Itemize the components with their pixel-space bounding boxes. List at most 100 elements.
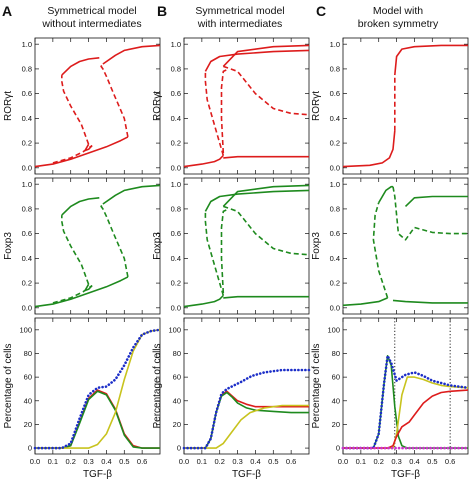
series-line-blue-dotted xyxy=(33,328,162,450)
series-line-red-solid xyxy=(34,136,129,168)
series-line-red-solid xyxy=(343,389,469,449)
y-tick-label: 0.4 xyxy=(330,114,340,123)
column-title-b-line1: Symmetrical model xyxy=(195,5,284,17)
column-title-c-line2: broken symmetry xyxy=(358,18,439,30)
series-line-green-solid xyxy=(204,189,310,212)
x-tick-label: 0.2 xyxy=(65,457,75,466)
y-axis-label: Percentage of cells xyxy=(152,343,163,428)
y-tick-label: 0.4 xyxy=(171,254,181,263)
panel-a-top: 0.0 0.2 0.4 0.6 0.8 1.0 xyxy=(22,37,161,175)
x-tick-label: 0.5 xyxy=(427,457,437,466)
y-tick-label: 0.0 xyxy=(171,163,181,172)
y-tick-label: 0.0 xyxy=(330,303,340,312)
y-tick-label: 0.0 xyxy=(330,163,340,172)
y-tick-label: 0.8 xyxy=(22,205,32,214)
y-axis-label: RORγt xyxy=(152,91,163,121)
x-axis-label: TGF-β xyxy=(232,469,261,480)
y-tick-label: 0.2 xyxy=(171,139,181,148)
y-axis-label: Foxp3 xyxy=(3,232,14,260)
y-tick-label: 1.0 xyxy=(22,180,32,189)
y-axis-label: Foxp3 xyxy=(311,232,322,260)
series-line-red-solid xyxy=(223,155,309,159)
series-line-red-solid xyxy=(204,49,310,72)
panel-b-top: 0.0 0.2 0.4 0.6 0.8 1.0 xyxy=(171,37,310,175)
y-tick-label: 0.4 xyxy=(22,254,32,263)
y-tick-label: 0.8 xyxy=(330,205,340,214)
y-tick-label: 0.2 xyxy=(330,279,340,288)
x-tick-label: 0.3 xyxy=(232,457,242,466)
panel-b-bot: 0 20 40 60 80 100 0.0 0.1 0.2 0.3 0.4 0.5 0.6 TGF-β xyxy=(168,317,311,480)
series-line-green-dashed xyxy=(61,215,90,285)
x-tick-label: 0.4 xyxy=(101,457,111,466)
series-line-green-solid xyxy=(404,195,468,207)
y-tick-label: 100 xyxy=(327,325,340,334)
y-tick-label: 80 xyxy=(173,349,181,358)
x-tick-label: 0.6 xyxy=(137,457,147,466)
y-tick-label: 0.2 xyxy=(22,279,32,288)
y-axis-label: Percentage of cells xyxy=(3,343,14,428)
y-tick-label: 0.2 xyxy=(330,139,340,148)
y-tick-label: 100 xyxy=(168,325,181,334)
y-axis-label: RORγt xyxy=(3,91,14,121)
series-line-red-dashed xyxy=(61,75,90,145)
panel-a-mid: 0.0 0.2 0.4 0.6 0.8 1.0 xyxy=(22,177,161,315)
series-line-red-dashed xyxy=(223,65,310,116)
plot-frame xyxy=(342,177,469,315)
y-tick-label: 1.0 xyxy=(171,180,181,189)
y-tick-label: 40 xyxy=(24,396,32,405)
y-tick-label: 0.8 xyxy=(171,65,181,74)
y-axis-label: Foxp3 xyxy=(152,232,163,260)
y-axis-label: Percentage of cells xyxy=(311,343,322,428)
series-line-blue-dotted xyxy=(182,368,311,450)
series-line-green-solid xyxy=(222,184,310,207)
panel-b-mid: 0.0 0.2 0.4 0.6 0.8 1.0 xyxy=(171,177,310,315)
y-tick-label: 0.8 xyxy=(171,205,181,214)
x-tick-label: 0.6 xyxy=(286,457,296,466)
panel-letter-c: C xyxy=(316,3,326,19)
series-line-red-dashed xyxy=(204,71,225,156)
y-tick-label: 1.0 xyxy=(22,40,32,49)
series-line-green-solid xyxy=(84,283,93,292)
x-tick-label: 0.2 xyxy=(373,457,383,466)
y-tick-label: 20 xyxy=(173,420,181,429)
series-line-green-solid xyxy=(61,197,100,216)
plot-frame xyxy=(183,177,310,315)
x-tick-label: 0.0 xyxy=(30,457,40,466)
y-tick-label: 40 xyxy=(332,396,340,405)
y-tick-label: 0.2 xyxy=(171,279,181,288)
x-axis-label: TGF-β xyxy=(391,469,420,480)
y-tick-label: 0.6 xyxy=(171,229,181,238)
series-line-green-dashed xyxy=(204,211,225,296)
series-line-yellow-solid xyxy=(184,404,309,449)
x-tick-label: 0.5 xyxy=(119,457,129,466)
series-line-green-solid xyxy=(102,184,161,205)
y-axis-label: RORγt xyxy=(311,91,322,121)
series-line-green-solid xyxy=(343,355,468,449)
series-line-red-solid xyxy=(61,57,100,76)
y-tick-label: 80 xyxy=(332,349,340,358)
y-tick-label: 0.8 xyxy=(330,65,340,74)
series-line-green-dashed xyxy=(52,284,93,304)
x-tick-label: 0.2 xyxy=(214,457,224,466)
series-line-green-solid xyxy=(223,295,309,299)
series-line-green-solid xyxy=(34,276,129,308)
x-tick-label: 0.0 xyxy=(338,457,348,466)
series-line-red-dashed xyxy=(220,68,229,154)
y-tick-label: 0.4 xyxy=(330,254,340,263)
series-line-green-solid xyxy=(35,390,160,449)
x-tick-label: 0.0 xyxy=(179,457,189,466)
y-tick-label: 60 xyxy=(24,373,32,382)
y-tick-label: 0.4 xyxy=(22,114,32,123)
series-line-green-dashed xyxy=(392,186,468,241)
x-tick-label: 0.6 xyxy=(445,457,455,466)
panels-group: 0.0 0.2 0.4 0.6 0.8 1.0 0.0 0.2 0.4 0.6 0.8 1.0 0 20 4… xyxy=(3,37,470,480)
column-title-c-line1: Model with xyxy=(373,5,423,17)
column-title-a-line2: without intermediates xyxy=(41,18,141,30)
x-axis-label: TGF-β xyxy=(83,469,112,480)
series-line-red-solid xyxy=(102,44,161,65)
y-tick-label: 60 xyxy=(332,373,340,382)
y-tick-label: 0.8 xyxy=(22,65,32,74)
series-line-green-solid xyxy=(342,297,388,307)
y-tick-label: 1.0 xyxy=(330,40,340,49)
